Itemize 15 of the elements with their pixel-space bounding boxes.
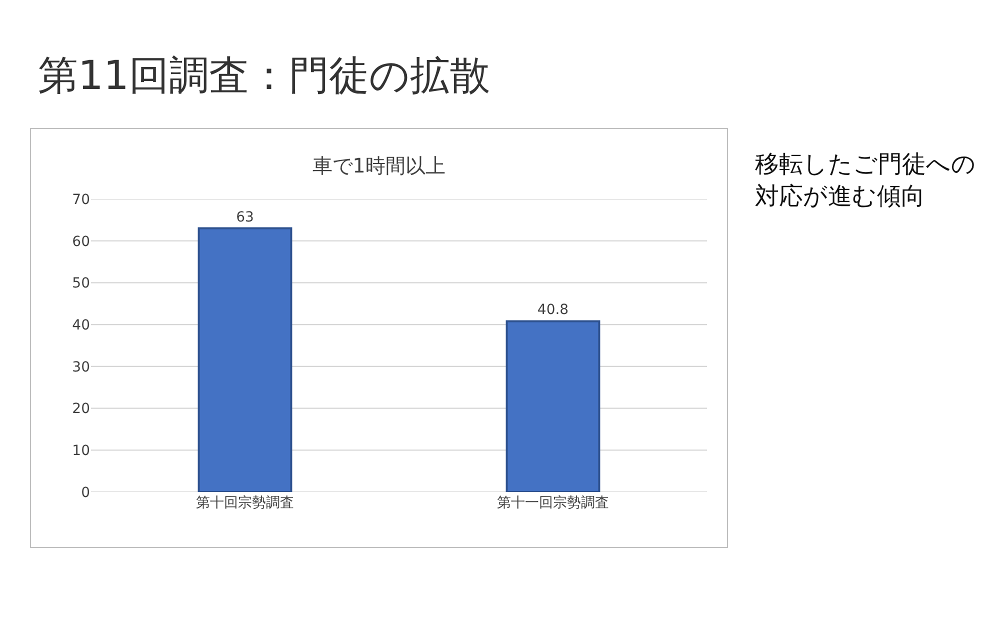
x-tick-label: 第十回宗勢調査 — [196, 495, 294, 511]
chart-subtitle: 車で1時間以上 — [312, 153, 446, 178]
y-tick-label: 10 — [72, 443, 90, 460]
y-tick-label: 40 — [72, 317, 90, 334]
y-tick-label: 70 — [72, 192, 90, 208]
text: 移転したご門徒への対応が進む傾向 — [755, 149, 977, 212]
data-label: 63 — [236, 209, 254, 226]
y-tick-label: 60 — [72, 234, 90, 250]
x-tick-label: 第十一回宗勢調査 — [497, 495, 609, 511]
y-tick-label: 30 — [72, 359, 90, 376]
y-tick-label: 20 — [72, 401, 90, 418]
chart-title: 第11回調査：門徒の拡散 — [38, 52, 490, 101]
y-tick-label: 50 — [72, 276, 90, 292]
data-label: 40.8 — [537, 302, 569, 318]
y-tick-label: 0 — [81, 484, 90, 501]
